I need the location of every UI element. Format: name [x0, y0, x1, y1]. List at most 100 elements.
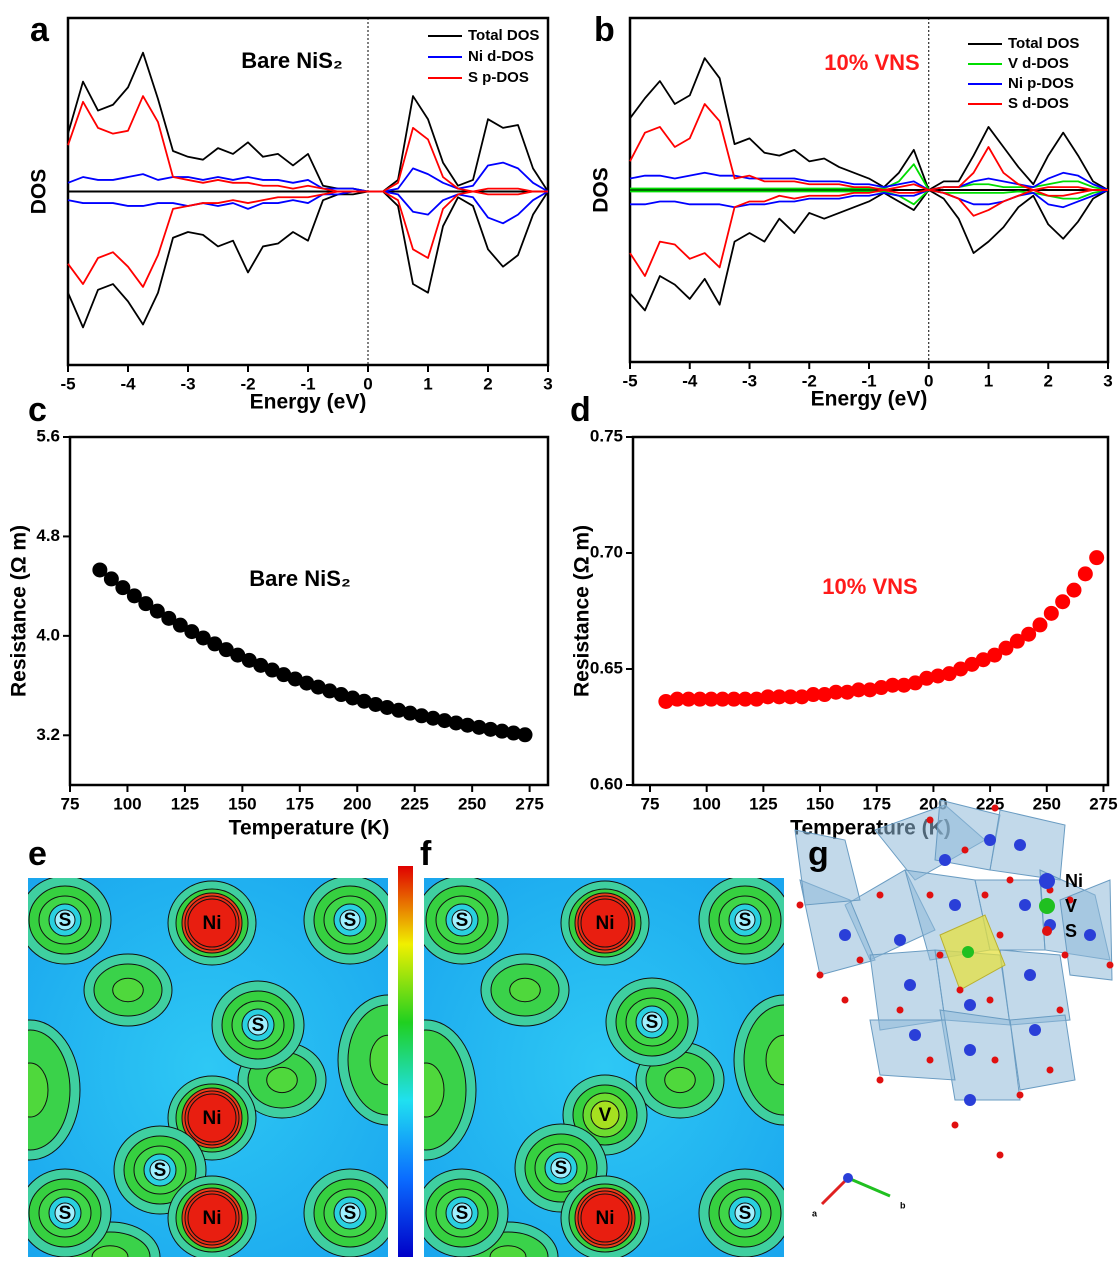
legend-label: Ni	[1065, 871, 1083, 891]
data-point	[287, 671, 303, 687]
plot-frame	[68, 435, 550, 787]
annotation: 10% VNS	[824, 50, 919, 75]
x-axis-title: Temperature (K)	[229, 817, 390, 840]
dos-line	[67, 51, 549, 193]
x-tick-label: 150	[806, 794, 834, 813]
data-point	[851, 682, 867, 698]
data-point	[92, 562, 108, 578]
contour	[369, 1034, 388, 1086]
x-tick-label: 3	[1103, 371, 1112, 390]
ni-atom	[939, 854, 951, 866]
ni-atom	[964, 1094, 976, 1106]
s-atom	[856, 956, 864, 964]
data-point	[299, 675, 315, 691]
s-atom	[1066, 896, 1074, 904]
s-atom	[926, 816, 934, 824]
data-point	[276, 667, 292, 683]
dos-line	[629, 57, 1109, 191]
contour	[580, 1193, 630, 1243]
contour	[451, 1202, 473, 1224]
atom-label: S	[344, 1203, 357, 1224]
s-atom	[816, 971, 824, 979]
x-tick-label: -4	[120, 374, 136, 393]
s-atom	[991, 804, 999, 812]
atom-label: S	[344, 910, 357, 931]
octahedron	[1009, 1014, 1076, 1091]
dos-line	[67, 95, 548, 193]
data-point	[483, 721, 499, 737]
axis-origin	[843, 1173, 853, 1183]
contour	[580, 898, 630, 948]
data-point	[126, 588, 142, 604]
s-atom	[876, 891, 884, 899]
data-point	[310, 679, 326, 695]
data-point	[737, 691, 753, 707]
data-point	[839, 684, 855, 700]
data-point	[715, 691, 731, 707]
panel-label: b	[594, 11, 615, 49]
data-point	[1043, 605, 1059, 621]
atom-label: V	[599, 1105, 612, 1126]
data-point	[333, 687, 349, 703]
data-point	[414, 708, 430, 724]
contour	[664, 1066, 696, 1094]
y-tick-label: 0.60	[590, 774, 623, 793]
atom-label: S	[456, 910, 469, 931]
data-point	[726, 691, 742, 707]
data-point	[425, 710, 441, 726]
s-atom	[986, 996, 994, 1004]
y-axis-title: Resistance (Ω m)	[8, 525, 31, 697]
atom-label: Ni	[203, 913, 222, 934]
panel-scatter: 75 100 125 150 175 200 225 250 2750.600.650.700.…	[570, 391, 1118, 840]
data-point	[149, 603, 165, 619]
x-tick-label: -2	[802, 371, 817, 390]
contour	[424, 1062, 445, 1118]
panel-label: c	[28, 391, 47, 429]
s-atom	[841, 996, 849, 1004]
data-point	[1089, 550, 1105, 566]
ni-atom	[1019, 899, 1031, 911]
ni-atom	[949, 899, 961, 911]
data-point	[805, 687, 821, 703]
data-point	[681, 691, 697, 707]
data-point	[783, 689, 799, 705]
data-point	[103, 571, 119, 587]
x-tick-label: 225	[401, 794, 429, 813]
x-tick-label: -3	[180, 374, 195, 393]
atom-label: S	[646, 1012, 659, 1033]
y-tick-label: 3.2	[36, 725, 60, 744]
atom-label: Ni	[203, 1208, 222, 1229]
data-point	[494, 723, 510, 739]
contour	[247, 1014, 269, 1036]
s-atom	[981, 891, 989, 899]
data-point	[517, 727, 533, 743]
x-tick-label: -1	[861, 371, 876, 390]
data-point	[368, 696, 384, 712]
octahedron	[794, 829, 861, 906]
panel-label: a	[30, 11, 50, 49]
x-tick-label: -1	[300, 374, 315, 393]
contour	[641, 1011, 663, 1033]
atom-label: S	[555, 1158, 568, 1179]
data-point	[862, 682, 878, 698]
legend-ball	[1039, 873, 1055, 889]
data-point	[1021, 626, 1037, 642]
x-tick-label: 1	[984, 371, 993, 390]
contour	[743, 1004, 784, 1116]
x-tick-label: -5	[622, 371, 637, 390]
contour	[509, 977, 541, 1003]
data-point	[658, 693, 674, 709]
v-atom	[962, 946, 974, 958]
atom-label: S	[739, 1203, 752, 1224]
data-point	[987, 647, 1003, 663]
octahedron	[1059, 879, 1113, 981]
legend-ball	[1042, 926, 1052, 936]
data-point	[1077, 566, 1093, 582]
ni-atom	[964, 1044, 976, 1056]
x-tick-label: 2	[483, 374, 492, 393]
ni-atom	[1084, 929, 1096, 941]
s-atom	[991, 1056, 999, 1064]
data-point	[1066, 582, 1082, 598]
